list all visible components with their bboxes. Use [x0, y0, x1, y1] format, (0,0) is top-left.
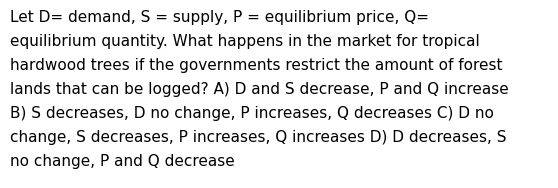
Text: lands that can be logged? A) D and S decrease, P and Q increase: lands that can be logged? A) D and S dec… [10, 82, 509, 97]
Text: change, S decreases, P increases, Q increases D) D decreases, S: change, S decreases, P increases, Q incr… [10, 130, 507, 145]
Text: no change, P and Q decrease: no change, P and Q decrease [10, 154, 235, 169]
Text: Let D= demand, S = supply, P = equilibrium price, Q=: Let D= demand, S = supply, P = equilibri… [10, 10, 429, 25]
Text: equilibrium quantity. What happens in the market for tropical: equilibrium quantity. What happens in th… [10, 34, 480, 49]
Text: hardwood trees if the governments restrict the amount of forest: hardwood trees if the governments restri… [10, 58, 503, 73]
Text: B) S decreases, D no change, P increases, Q decreases C) D no: B) S decreases, D no change, P increases… [10, 106, 494, 121]
